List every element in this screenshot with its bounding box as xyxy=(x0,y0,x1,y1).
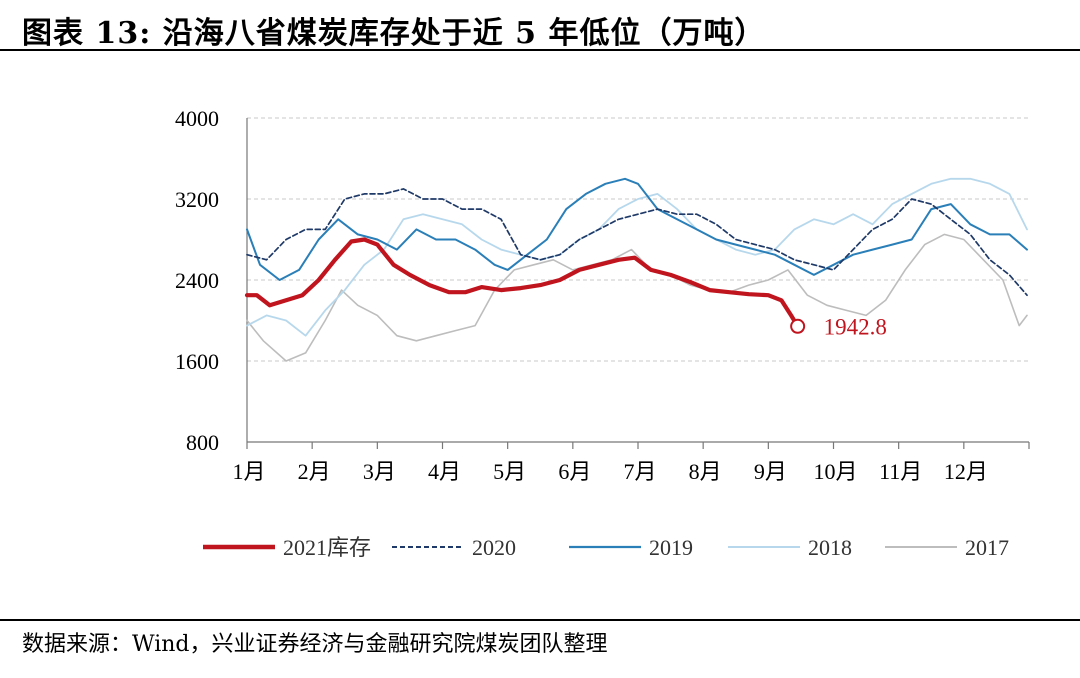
x-tick-label: 8月 xyxy=(689,459,722,484)
x-tick-label: 12月 xyxy=(944,459,988,484)
bottom-rule xyxy=(0,619,1080,621)
x-tick-label: 9月 xyxy=(754,459,787,484)
series-line-2017 xyxy=(246,233,1028,362)
legend-label-y2019: 2019 xyxy=(649,535,693,560)
y-tick-label: 800 xyxy=(186,430,219,455)
series-line-2020 xyxy=(246,188,1028,297)
series-line-2021库存 xyxy=(244,237,800,329)
chart-title: 图表 13: 沿海八省煤炭库存处于近 5 年低位（万吨） xyxy=(22,16,766,51)
end-marker xyxy=(790,318,806,334)
y-tick-label: 4000 xyxy=(175,106,219,131)
x-tick-label: 11月 xyxy=(879,459,922,484)
x-tick-label: 10月 xyxy=(813,459,857,484)
x-tick-label: 4月 xyxy=(428,459,461,484)
legend-label-y2021: 2021库存 xyxy=(283,535,371,560)
x-tick-label: 3月 xyxy=(363,459,396,484)
x-tick-label: 6月 xyxy=(558,459,591,484)
y-tick-label: 1600 xyxy=(175,349,219,374)
x-tick-label: 2月 xyxy=(298,459,331,484)
series-lines xyxy=(244,177,1028,362)
x-tick-label: 5月 xyxy=(493,459,526,484)
end-value-label: 1942.8 xyxy=(824,314,887,339)
legend-label-y2017: 2017 xyxy=(965,535,1009,560)
source-note: 数据来源：Wind，兴业证券经济与金融研究院煤炭团队整理 xyxy=(22,632,608,657)
axes: 800 1600 2400 3200 4000 1月 2月 3月 4月 5月 6月 7月 8月 9月 10月… xyxy=(175,106,1030,484)
x-tick-label: 7月 xyxy=(623,459,656,484)
series-line-2018 xyxy=(246,177,1028,337)
legend-label-y2020: 2020 xyxy=(472,535,516,560)
x-tick-label: 1月 xyxy=(232,459,265,484)
legend-label-y2018: 2018 xyxy=(808,535,852,560)
legend: 2021库存 2020 2019 2018 2017 xyxy=(203,535,1009,560)
y-tick-label: 3200 xyxy=(175,187,219,212)
series-line-2019 xyxy=(246,177,1028,281)
line-chart: 800 1600 2400 3200 4000 1月 2月 3月 4月 5月 6月 7月 8月 9月 10月… xyxy=(175,106,1030,560)
annotation: 1942.8 xyxy=(790,314,887,339)
top-rule xyxy=(0,49,1080,51)
y-tick-label: 2400 xyxy=(175,268,219,293)
